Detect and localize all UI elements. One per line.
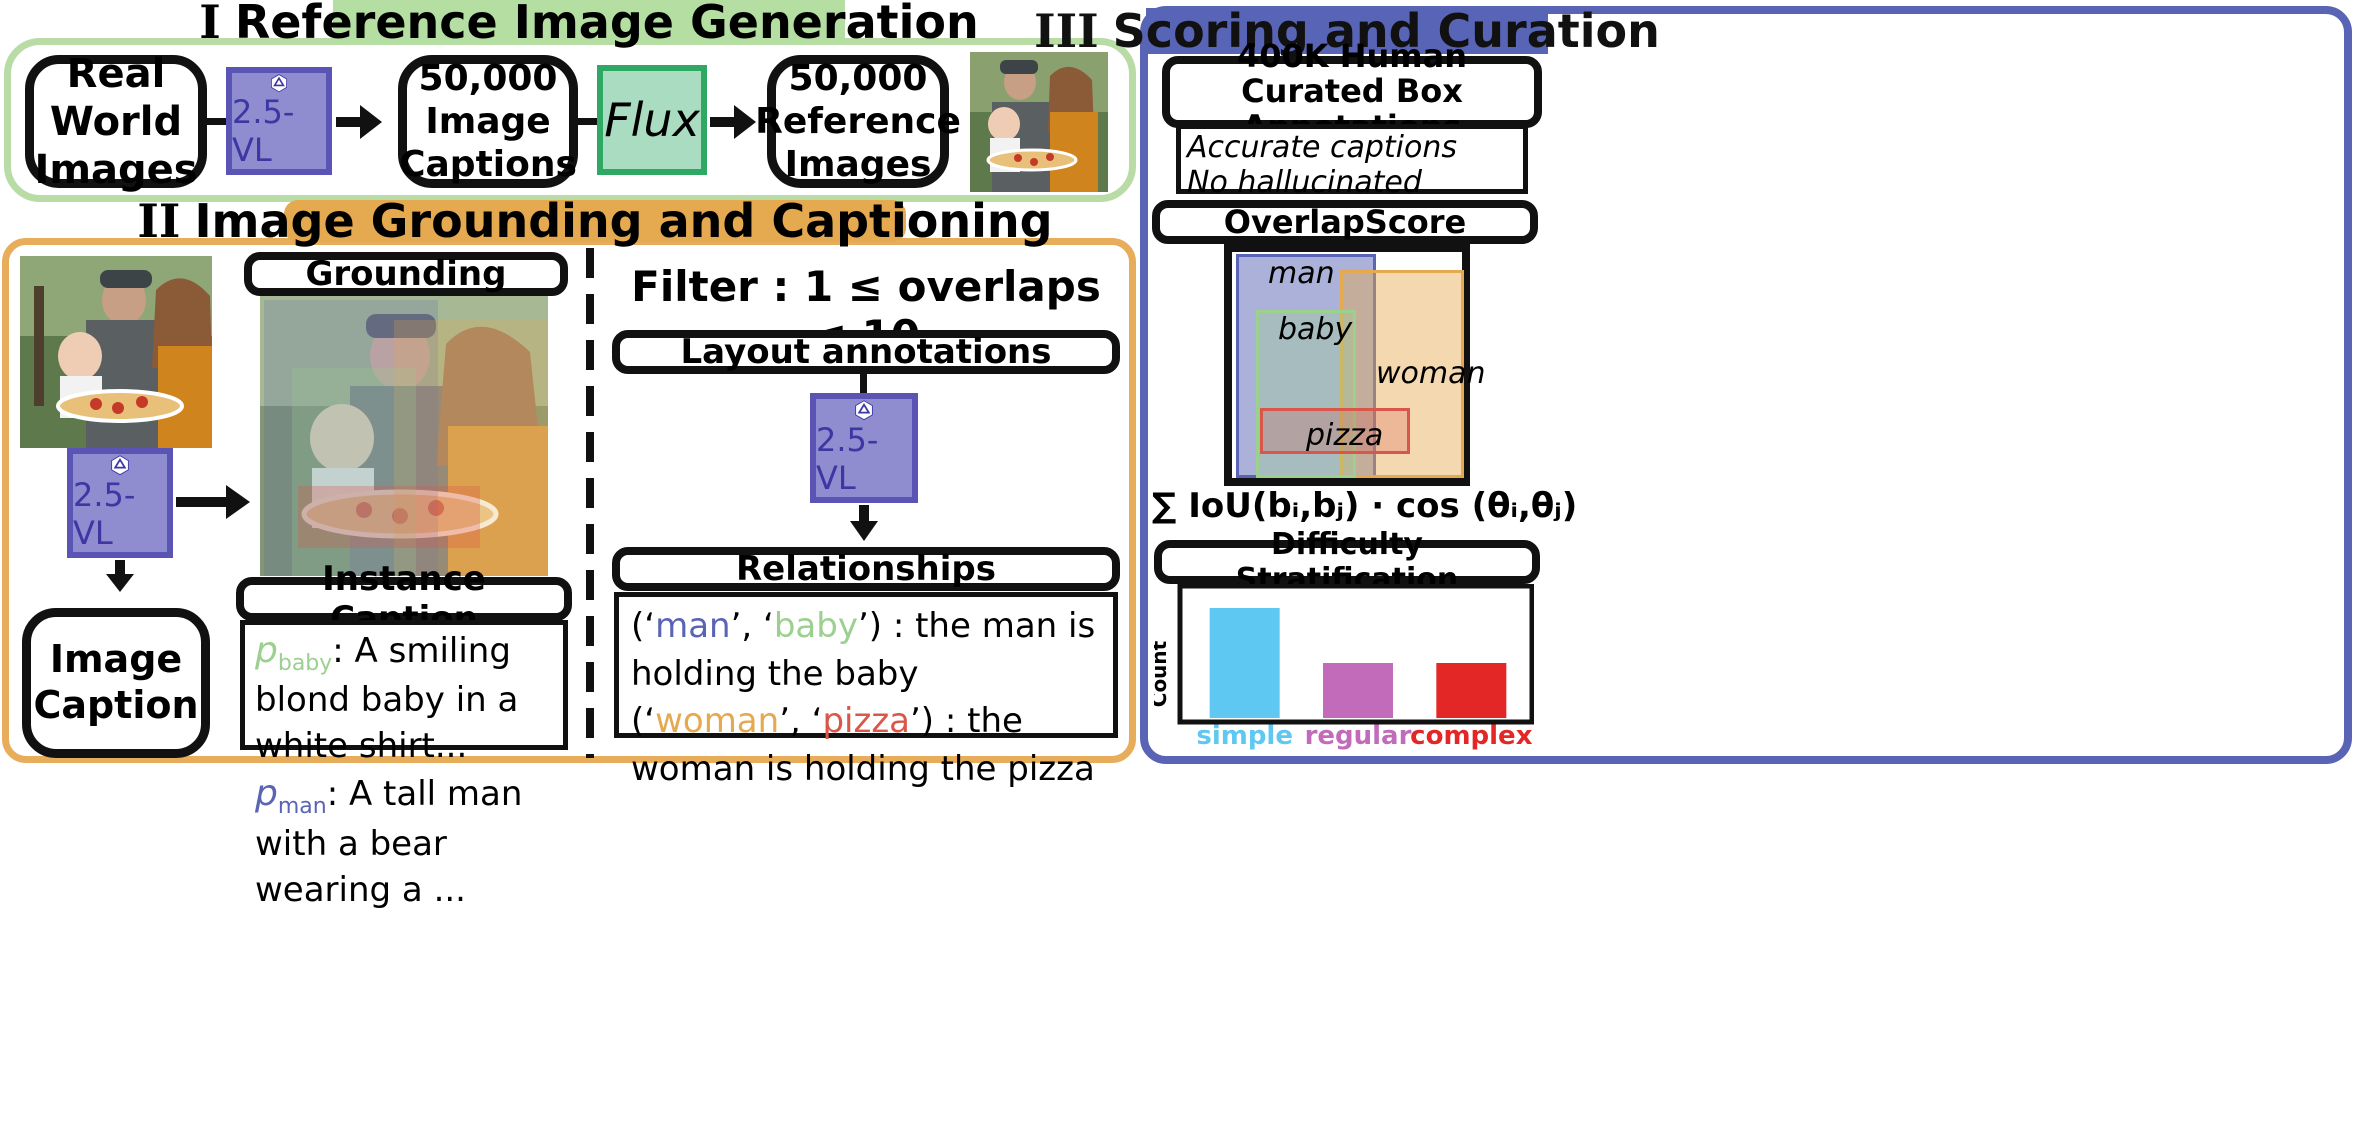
instance-caption-label: Instance Caption bbox=[236, 559, 572, 639]
section1-header: I Reference Image Generation bbox=[199, 0, 979, 49]
section2-roman: II bbox=[137, 194, 181, 248]
section2-title: Image Grounding and Captioning bbox=[194, 194, 1053, 248]
qwen-logo-icon bbox=[111, 455, 129, 476]
bar-simple bbox=[1209, 608, 1280, 718]
qwen-logo-icon bbox=[855, 400, 873, 421]
box-label-baby: baby bbox=[1278, 312, 1353, 347]
instance-caption-box: pbaby: A smiling blond baby in a white s… bbox=[240, 620, 568, 910]
qwen-box-s2: 2.5-VL bbox=[67, 448, 173, 558]
relationships-label: Relationships bbox=[612, 547, 1120, 591]
connector-line bbox=[860, 374, 867, 396]
arrow-right-icon bbox=[176, 483, 252, 525]
layout-annotations-label: Layout annotations bbox=[612, 330, 1120, 374]
box-baby bbox=[1256, 310, 1356, 478]
relationships-box: (‘man’, ‘baby’) : the man is holding the… bbox=[614, 592, 1118, 789]
image-captions-box-s1: 50,000 Image Captions bbox=[398, 55, 578, 188]
tick-label-complex: complex bbox=[1410, 721, 1533, 751]
arrow-down-icon bbox=[104, 560, 136, 598]
connector-line bbox=[207, 118, 229, 125]
criterion-accurate: Accurate captions bbox=[1187, 130, 1458, 165]
qwen-label-s1: 2.5-VL bbox=[232, 93, 295, 169]
human-curated-label: 400K Human Curated Box Annotations bbox=[1162, 39, 1542, 144]
section1-roman: I bbox=[199, 0, 221, 49]
qwen-logo-icon bbox=[271, 74, 287, 93]
section-divider bbox=[586, 248, 594, 758]
box-label-pizza: pizza bbox=[1306, 418, 1384, 453]
overlap-score-label: OverlapScore bbox=[1152, 200, 1538, 244]
grounded-photo bbox=[260, 296, 548, 576]
arrow-right-icon bbox=[336, 103, 384, 145]
arrow-right-icon bbox=[710, 103, 758, 145]
connector-line bbox=[578, 118, 600, 125]
tick-label-simple: simple bbox=[1196, 721, 1293, 751]
box-woman bbox=[1340, 270, 1464, 478]
section1-title: Reference Image Generation bbox=[234, 0, 979, 49]
reference-photo bbox=[970, 52, 1108, 192]
qwen-box-s2-right: 2.5-VL bbox=[810, 393, 918, 503]
section3-title: Scoring and Curation bbox=[1112, 4, 1660, 58]
qwen-label-s2: 2.5-VL bbox=[73, 476, 136, 552]
section2-header: II Image Grounding and Captioning bbox=[137, 194, 1052, 248]
box-pizza bbox=[1260, 408, 1410, 454]
grounding-label: Grounding bbox=[244, 252, 568, 296]
qwen-box-s1: 2.5-VL bbox=[226, 67, 332, 175]
box-man bbox=[1236, 254, 1376, 478]
overlap-formula: ∑ IoU(bᵢ,bⱼ) · cos (θᵢ,θⱼ) bbox=[1152, 486, 1578, 526]
quality-criteria-box: Accurate captions No hallucinated intera… bbox=[1176, 124, 1528, 234]
caption-baby: pbaby: A smiling blond baby in a white s… bbox=[255, 630, 519, 767]
caption-man: pman: A tall man with a bear wearing a .… bbox=[255, 773, 523, 910]
section3-header: III Scoring and Curation bbox=[1034, 4, 1660, 58]
flux-box: Flux bbox=[597, 65, 707, 175]
image-caption-box-s2: Image Caption bbox=[22, 608, 210, 758]
tick-label-regular: regular bbox=[1305, 721, 1412, 751]
source-photo bbox=[20, 256, 212, 448]
box-label-woman: woman bbox=[1376, 356, 1486, 391]
section3-roman: III bbox=[1034, 4, 1099, 58]
reference-images-box: 50,000 Reference Images bbox=[755, 55, 961, 188]
chart-ylabel: Count bbox=[1154, 640, 1171, 707]
relationship-2: (‘woman’, ‘pizza’) : the woman is holdin… bbox=[631, 701, 1095, 789]
bar-complex bbox=[1436, 663, 1507, 718]
relationship-1: (‘man’, ‘baby’) : the man is holding the… bbox=[631, 606, 1096, 694]
section3-frame bbox=[1140, 6, 2352, 764]
filter-label: Filter : 1 ≤ overlaps ≤ 10 bbox=[631, 262, 1101, 360]
bar-regular bbox=[1323, 663, 1393, 718]
arrow-down-icon bbox=[848, 505, 880, 547]
difficulty-label: Difficulty Stratification bbox=[1154, 527, 1540, 597]
qwen-label-s2-right: 2.5-VL bbox=[816, 421, 879, 497]
difficulty-chart: Count simple regular complex bbox=[1147, 583, 1535, 754]
real-world-images-box: Real World Images bbox=[25, 51, 207, 193]
box-label-man: man bbox=[1268, 256, 1335, 291]
